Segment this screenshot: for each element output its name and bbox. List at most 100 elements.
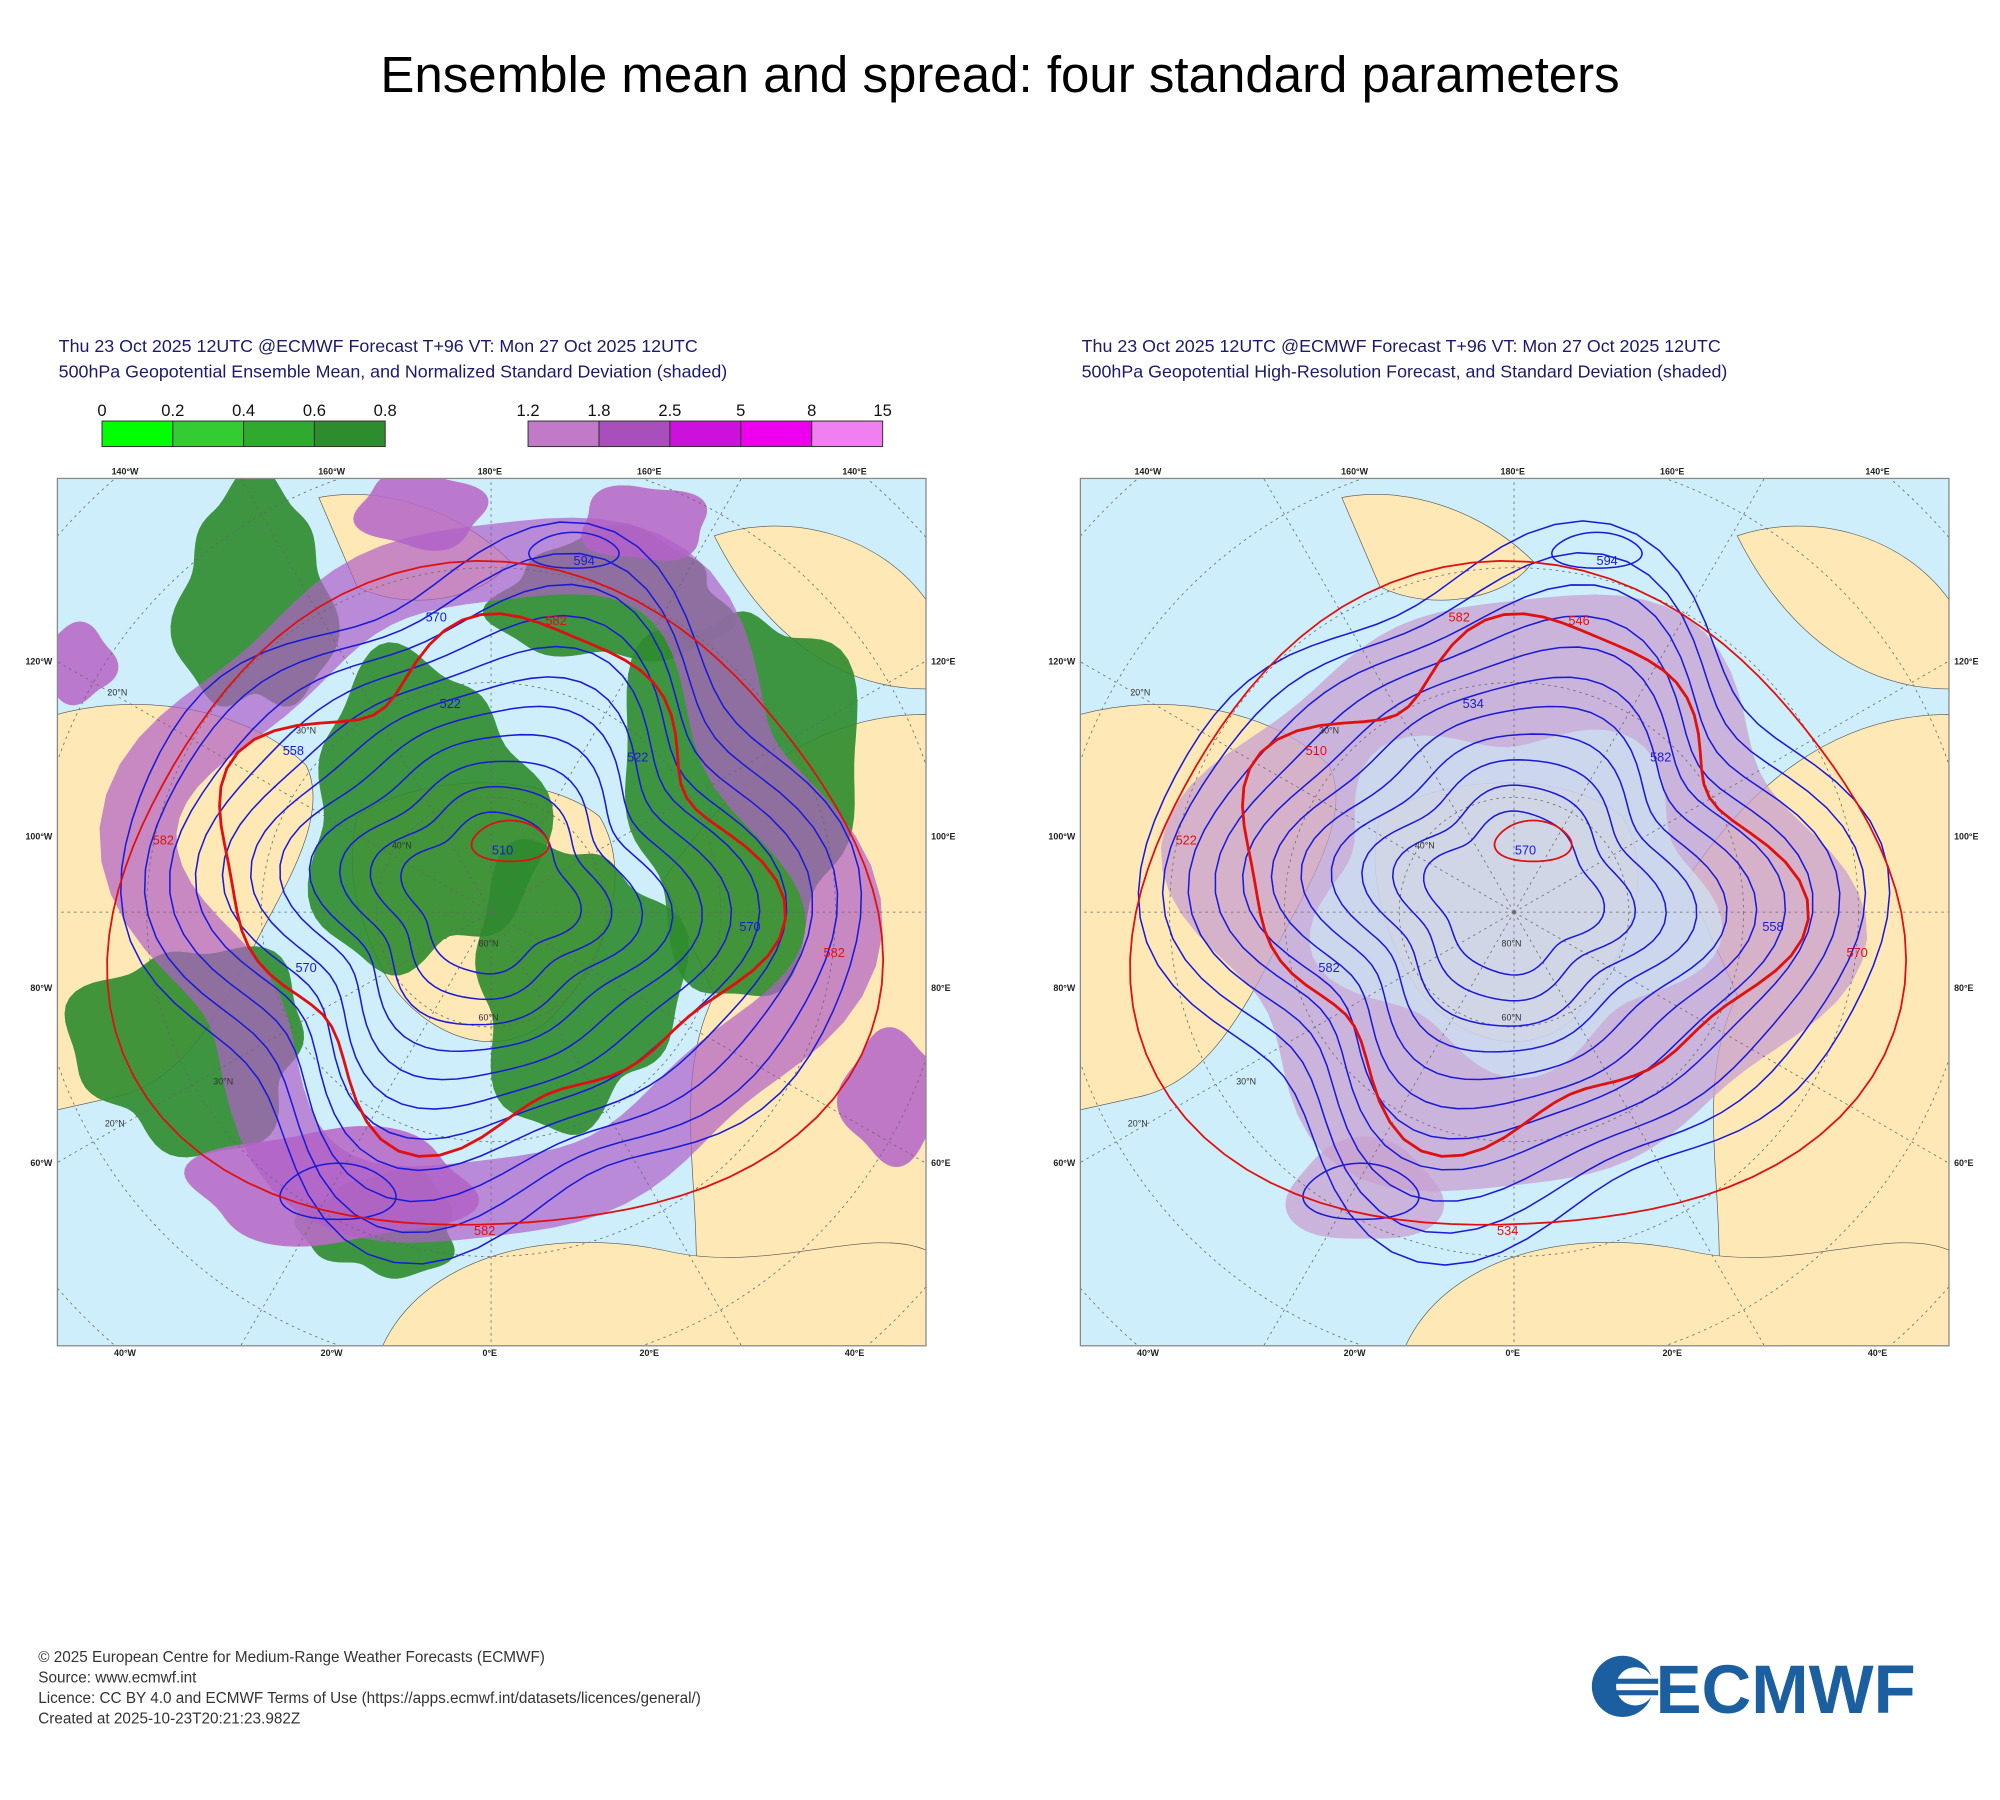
contour-label: 582 (1318, 960, 1339, 975)
graticule (1513, 911, 1765, 1346)
contour-blue (1137, 520, 1891, 1266)
lat-label: 40°N (392, 840, 412, 850)
contour-label: 582 (153, 833, 174, 848)
contour-red (1241, 612, 1810, 1158)
lon-label: 80°W (30, 983, 52, 993)
graticule (490, 478, 742, 913)
footer-line: Source: www.ecmwf.int (38, 1670, 197, 1687)
colorbar-segment (313, 420, 386, 448)
logo-icon (1594, 1690, 1659, 1696)
colorbar-segment (172, 420, 245, 448)
contour-label: 510 (1306, 743, 1327, 758)
contour-label: 510 (492, 843, 513, 858)
panel-header: 500hPa Geopotential Ensemble Mean, and N… (59, 362, 728, 382)
contour-blue (1361, 759, 1667, 1027)
lon-label: 60°W (1053, 1158, 1075, 1168)
graticule (240, 478, 492, 913)
shading-purple (57, 621, 119, 706)
contour-label: 582 (1650, 750, 1671, 765)
colorbar-segment (811, 420, 884, 448)
contour-blue (1300, 705, 1728, 1081)
lon-label: 120°W (1048, 657, 1075, 667)
contour-blue (1391, 784, 1637, 1002)
contour-blue (279, 1162, 397, 1221)
lon-label: 40°E (1868, 1348, 1887, 1358)
colorbar-segment (101, 420, 174, 448)
shading-spread (1309, 729, 1723, 1079)
lon-label: 20°W (321, 1348, 343, 1358)
contour-label: 522 (1176, 833, 1197, 848)
colorbar-label: 5 (736, 401, 745, 420)
land (1405, 1241, 1949, 1346)
lat-label: 20°N (107, 687, 127, 697)
lat-label: 30°N (296, 726, 316, 736)
panel-header: Thu 23 Oct 2025 12UTC @ECMWF Forecast T+… (59, 336, 698, 356)
contour-blue (528, 531, 620, 569)
graticule (1513, 478, 1765, 913)
lon-label: 160°E (637, 467, 661, 477)
lon-label: 120°E (1954, 657, 1978, 667)
graticule (1080, 661, 1515, 913)
panels: Thu 23 Oct 2025 12UTC @ECMWF Forecast T+… (25, 336, 1978, 1358)
contour-blue (1330, 733, 1698, 1053)
lon-label: 40°W (114, 1348, 136, 1358)
lat-label: 30°N (1236, 1076, 1256, 1086)
graticule (1263, 478, 1515, 913)
lon-label: 140°W (112, 467, 139, 477)
contour-blue (1270, 676, 1758, 1110)
lon-label: 60°W (30, 1158, 52, 1168)
colorbar-label: 0.4 (232, 401, 255, 420)
lon-label: 140°E (842, 467, 866, 477)
lon-label: 120°W (25, 657, 52, 667)
lon-label: 40°E (845, 1348, 864, 1358)
colorbar-segment (527, 420, 600, 448)
lon-label: 160°W (318, 467, 345, 477)
contour-blue (169, 583, 814, 1203)
lon-label: 60°E (931, 1158, 950, 1168)
colorbar-segment (243, 420, 315, 448)
lon-label: 100°W (1048, 831, 1075, 841)
graticule (240, 911, 492, 1346)
footer-line: Licence: CC BY 4.0 and ECMWF Terms of Us… (38, 1690, 701, 1707)
lon-label: 180°E (1501, 467, 1525, 477)
logo-icon (1616, 1667, 1655, 1706)
contour-blue (308, 733, 674, 1053)
land (382, 1241, 927, 1346)
colorbar-label: 0.6 (303, 401, 326, 420)
lon-label: 160°W (1341, 467, 1368, 477)
contour-blue (1214, 615, 1814, 1171)
land (1341, 494, 1534, 601)
graticule (1080, 911, 1515, 1163)
contour-blue (1241, 646, 1787, 1140)
lon-label: 100°E (931, 831, 955, 841)
shading-green (475, 838, 689, 1135)
colorbar-label: 0.2 (161, 401, 184, 420)
lat-label: 30°N (213, 1076, 233, 1086)
graticule (1513, 911, 1949, 1164)
map-panel: Thu 23 Oct 2025 12UTC @ECMWF Forecast T+… (1048, 336, 1978, 1358)
contour-blue (279, 705, 703, 1081)
lon-label: 140°W (1135, 467, 1162, 477)
colorbar-label: 15 (873, 401, 891, 420)
graticule (57, 911, 492, 1163)
contour-label: 582 (545, 613, 566, 628)
contour-blue (369, 785, 613, 1001)
lon-label: 0°E (1506, 1348, 1521, 1358)
logo: ECMWF (1591, 1651, 1916, 1728)
contour-blue (221, 645, 761, 1141)
lon-label: 60°E (1954, 1158, 1973, 1168)
colorbar-label: 2.5 (658, 401, 681, 420)
contour-label: 522 (440, 696, 461, 711)
colorbar-label: 1.8 (587, 401, 610, 420)
contour-blue (194, 614, 788, 1172)
panel-header: Thu 23 Oct 2025 12UTC @ECMWF Forecast T+… (1082, 336, 1721, 356)
contour-red (470, 819, 550, 863)
contour-blue (1187, 584, 1841, 1202)
lat-label: 30°N (1319, 726, 1339, 736)
footer-line: © 2025 European Centre for Medium-Range … (38, 1649, 545, 1666)
lon-label: 20°E (1662, 1348, 1681, 1358)
lon-label: 0°E (483, 1348, 498, 1358)
contour-label: 546 (1568, 613, 1589, 628)
graticule (490, 911, 742, 1346)
